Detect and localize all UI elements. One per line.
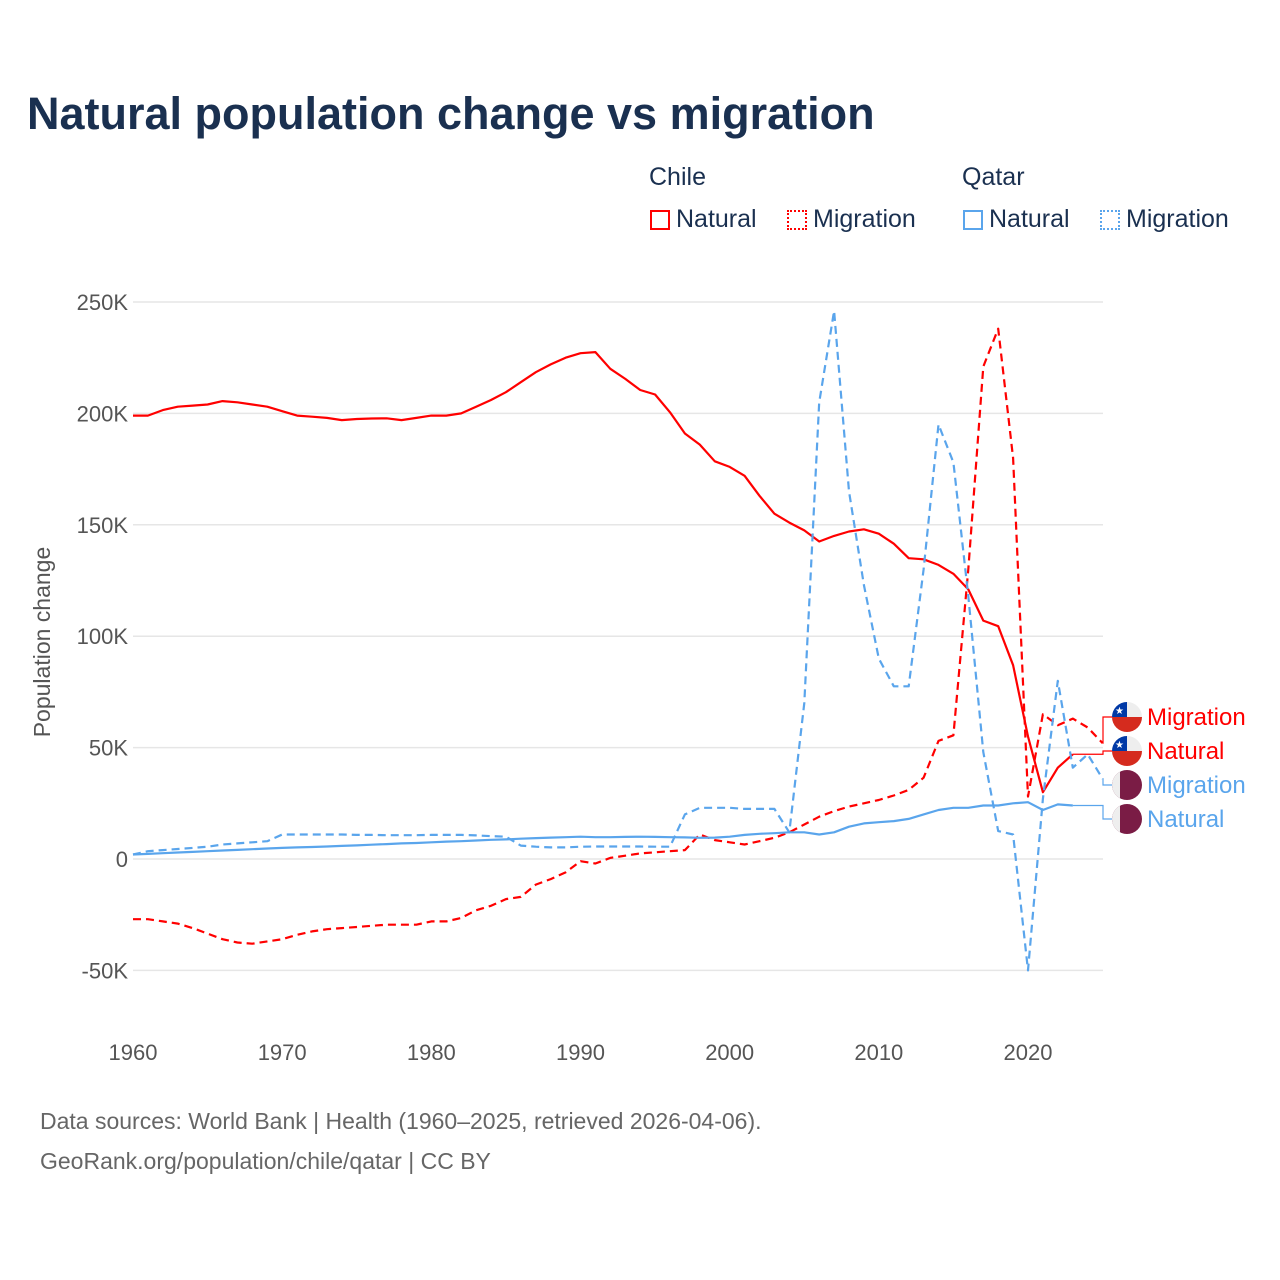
flag-white	[1112, 804, 1120, 834]
legend-chile-natural[interactable]: Natural	[650, 205, 757, 234]
y-axis-label: Population change	[29, 547, 55, 738]
solid-swatch-icon	[963, 209, 983, 230]
x-tick-label: 1980	[407, 1040, 456, 1065]
end-label: Natural	[1147, 738, 1224, 765]
chart-title: Natural population change vs migration	[27, 88, 875, 139]
chile-flag-icon: ★	[1112, 736, 1142, 766]
legend-qatar-natural[interactable]: Natural	[963, 205, 1070, 234]
legend-label: Migration	[813, 205, 916, 233]
flag-red	[1112, 717, 1142, 732]
footer-sources: Data sources: World Bank | Health (1960–…	[40, 1108, 762, 1134]
label-connector	[1072, 804, 1112, 820]
series-line-qatar-migration	[132, 309, 1104, 972]
legend-label: Natural	[676, 205, 757, 233]
dotted-swatch-icon	[787, 209, 807, 230]
star-icon: ★	[1115, 706, 1124, 717]
solid-swatch-icon	[650, 209, 670, 230]
legend-group-qatar: Qatar	[962, 163, 1025, 191]
legend-label: Natural	[989, 205, 1070, 233]
chile-flag-icon: ★	[1112, 702, 1142, 732]
flag-red	[1112, 751, 1142, 766]
flag-white	[1112, 770, 1120, 800]
x-tick-label: 2000	[705, 1040, 754, 1065]
qatar-flag-icon	[1112, 804, 1142, 834]
series-line-chile-natural	[133, 351, 1074, 794]
label-connector	[1102, 716, 1112, 744]
label-connector	[1072, 750, 1112, 755]
x-tick-label: 1990	[556, 1040, 605, 1065]
qatar-flag-icon	[1112, 770, 1142, 800]
label-connector	[1102, 778, 1112, 786]
x-tick-label: 2010	[854, 1040, 903, 1065]
dotted-swatch-icon	[1100, 209, 1120, 230]
x-tick-label: 1960	[109, 1040, 158, 1065]
series-line-chile-migration	[133, 327, 1104, 945]
series-line-qatar-natural	[132, 801, 1073, 856]
x-tick-label: 1970	[258, 1040, 307, 1065]
y-tick-label: 200K	[77, 401, 129, 426]
legend-qatar-migration[interactable]: Migration	[1100, 205, 1229, 234]
end-label: Migration	[1147, 772, 1246, 799]
y-tick-label: 0	[116, 847, 128, 872]
y-tick-label: 250K	[77, 290, 129, 315]
y-tick-label: -50K	[82, 958, 129, 983]
footer-attribution: GeoRank.org/population/chile/qatar | CC …	[40, 1148, 491, 1174]
legend-chile-migration[interactable]: Migration	[787, 205, 916, 234]
legend-group-chile: Chile	[649, 163, 706, 191]
y-tick-label: 50K	[89, 736, 128, 761]
y-tick-label: 100K	[77, 624, 129, 649]
end-label: Natural	[1147, 806, 1224, 833]
star-icon: ★	[1115, 740, 1124, 751]
y-tick-label: 150K	[77, 513, 129, 538]
end-label: Migration	[1147, 704, 1246, 731]
x-tick-label: 2020	[1004, 1040, 1053, 1065]
legend-label: Migration	[1126, 205, 1229, 233]
